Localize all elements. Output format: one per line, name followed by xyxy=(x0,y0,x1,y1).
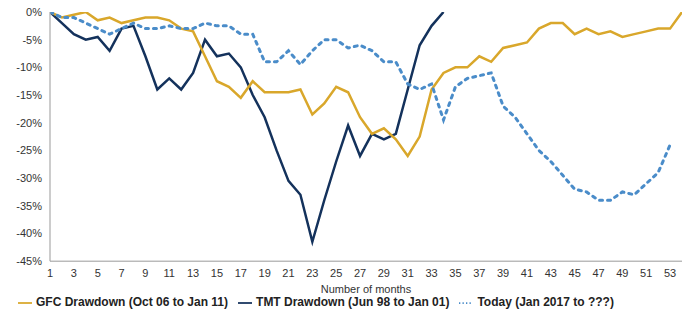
svg-text:21: 21 xyxy=(282,267,294,279)
svg-text:31: 31 xyxy=(402,267,414,279)
html-text:GFC Drawdown (Oct 06 to Jan 11: GFC Drawdown (Oct 06 to Jan 11) xyxy=(36,295,228,310)
svg-text:39: 39 xyxy=(497,267,509,279)
svg-text:41: 41 xyxy=(521,267,533,279)
svg-text:13: 13 xyxy=(187,267,199,279)
svg-text:37: 37 xyxy=(473,267,485,279)
svg-text:-40%: -40% xyxy=(16,227,42,239)
svg-text:17: 17 xyxy=(235,267,247,279)
svg-text:-5%: -5% xyxy=(22,34,42,46)
svg-text:27: 27 xyxy=(354,267,366,279)
svg-text:7: 7 xyxy=(118,267,124,279)
svg-text:35: 35 xyxy=(449,267,461,279)
svg-text:49: 49 xyxy=(616,267,628,279)
svg-text:3: 3 xyxy=(71,267,77,279)
svg-text:23: 23 xyxy=(306,267,318,279)
svg-text:43: 43 xyxy=(545,267,557,279)
svg-text:-15%: -15% xyxy=(16,89,42,101)
svg-text:Number of months: Number of months xyxy=(321,283,412,295)
svg-text:5: 5 xyxy=(95,267,101,279)
svg-text:-25%: -25% xyxy=(16,144,42,156)
svg-text:-30%: -30% xyxy=(16,172,42,184)
svg-text:33: 33 xyxy=(425,267,437,279)
svg-text:25: 25 xyxy=(330,267,342,279)
svg-text:9: 9 xyxy=(142,267,148,279)
svg-text:15: 15 xyxy=(211,267,223,279)
svg-text:-20%: -20% xyxy=(16,117,42,129)
html-text:TMT Drawdown (Jun 98 to Jan 01: TMT Drawdown (Jun 98 to Jan 01) xyxy=(256,295,450,310)
html-text:Today (Jan 2017 to ???): Today (Jan 2017 to ???) xyxy=(477,295,614,310)
svg-text:-35%: -35% xyxy=(16,200,42,212)
svg-text:51: 51 xyxy=(640,267,652,279)
svg-text:47: 47 xyxy=(592,267,604,279)
svg-text:1: 1 xyxy=(47,267,53,279)
svg-text:0%: 0% xyxy=(26,8,42,18)
svg-text:11: 11 xyxy=(164,267,175,279)
svg-text:29: 29 xyxy=(378,267,390,279)
svg-text:-10%: -10% xyxy=(16,61,42,73)
svg-text:19: 19 xyxy=(259,267,271,279)
svg-text:45: 45 xyxy=(569,267,581,279)
svg-text:-45%: -45% xyxy=(16,255,42,267)
svg-text:53: 53 xyxy=(664,267,676,279)
